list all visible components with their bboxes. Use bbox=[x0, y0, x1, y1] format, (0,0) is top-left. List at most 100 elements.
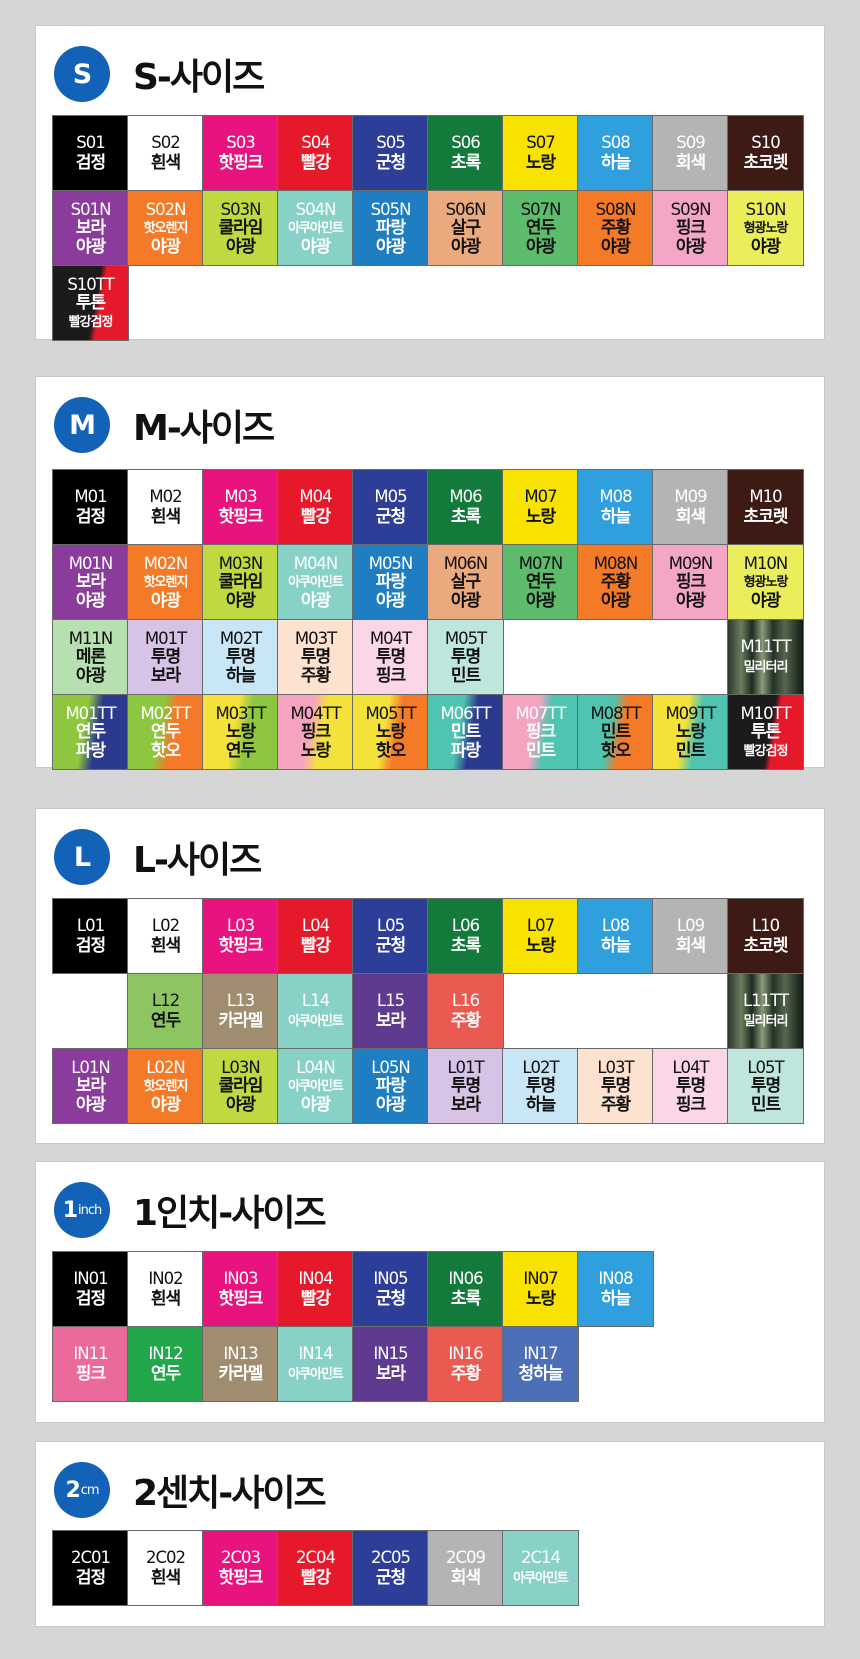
color-swatch[interactable]: IN04 빨강 bbox=[277, 1251, 354, 1327]
color-swatch[interactable]: L04N 아쿠아민트 야광 bbox=[277, 1048, 354, 1124]
color-swatch[interactable]: M03TT 노랑 연두 bbox=[202, 694, 279, 770]
color-swatch[interactable]: M07TT 핑크 민트 bbox=[502, 694, 579, 770]
color-swatch[interactable]: IN06 초록 bbox=[427, 1251, 504, 1327]
color-swatch[interactable]: S06 초록 bbox=[427, 115, 504, 191]
color-swatch[interactable]: L02 흰색 bbox=[127, 898, 204, 974]
color-swatch[interactable]: IN13 카라멜 bbox=[202, 1326, 279, 1402]
color-swatch[interactable]: M06 초록 bbox=[427, 469, 504, 545]
color-swatch[interactable]: M04T 투명 핑크 bbox=[352, 619, 429, 695]
color-swatch[interactable]: M04TT 핑크 노랑 bbox=[277, 694, 354, 770]
color-swatch[interactable]: M09 회색 bbox=[652, 469, 729, 545]
color-swatch[interactable]: M04N 아쿠아민트 야광 bbox=[277, 544, 354, 620]
color-swatch[interactable]: M03N 쿨라임 야광 bbox=[202, 544, 279, 620]
color-swatch[interactable]: S05 군청 bbox=[352, 115, 429, 191]
color-swatch[interactable]: M11TT 밀리터리 bbox=[727, 619, 804, 695]
color-swatch[interactable]: L11TT 밀리터리 bbox=[727, 973, 804, 1049]
color-swatch[interactable]: L04T 투명 핑크 bbox=[652, 1048, 729, 1124]
color-swatch[interactable]: IN15 보라 bbox=[352, 1326, 429, 1402]
color-swatch[interactable]: L06 초록 bbox=[427, 898, 504, 974]
color-swatch[interactable]: L01N 보라 야광 bbox=[52, 1048, 129, 1124]
color-swatch[interactable]: M01TT 연두 파랑 bbox=[52, 694, 129, 770]
color-swatch[interactable]: M04 빨강 bbox=[277, 469, 354, 545]
color-swatch[interactable]: IN03 핫핑크 bbox=[202, 1251, 279, 1327]
color-swatch[interactable]: L07 노랑 bbox=[502, 898, 579, 974]
color-swatch[interactable]: S05N 파랑 야광 bbox=[352, 190, 429, 266]
color-swatch[interactable]: L03T 투명 주황 bbox=[577, 1048, 654, 1124]
color-swatch[interactable]: L13 카라멜 bbox=[202, 973, 279, 1049]
color-swatch[interactable]: L03N 쿨라임 야광 bbox=[202, 1048, 279, 1124]
color-swatch[interactable]: 2C14 아쿠아민트 bbox=[502, 1530, 579, 1606]
color-swatch[interactable]: M08N 주황 야광 bbox=[577, 544, 654, 620]
color-swatch[interactable]: L05 군청 bbox=[352, 898, 429, 974]
color-swatch[interactable]: L16 주황 bbox=[427, 973, 504, 1049]
color-swatch[interactable]: L10 초코렛 bbox=[727, 898, 804, 974]
color-swatch[interactable]: M07 노랑 bbox=[502, 469, 579, 545]
color-swatch[interactable]: M09TT 노랑 민트 bbox=[652, 694, 729, 770]
color-swatch[interactable]: M05TT 노랑 핫오 bbox=[352, 694, 429, 770]
color-swatch[interactable]: M05T 투명 민트 bbox=[427, 619, 504, 695]
color-swatch[interactable]: L12 연두 bbox=[127, 973, 204, 1049]
color-swatch[interactable]: 2C02 흰색 bbox=[127, 1530, 204, 1606]
color-swatch[interactable]: 2C09 회색 bbox=[427, 1530, 504, 1606]
color-swatch[interactable]: S09 회색 bbox=[652, 115, 729, 191]
color-swatch[interactable]: IN07 노랑 bbox=[502, 1251, 579, 1327]
color-swatch[interactable]: S10 초코렛 bbox=[727, 115, 804, 191]
color-swatch[interactable]: L14 아쿠아민트 bbox=[277, 973, 354, 1049]
color-swatch[interactable]: M03 핫핑크 bbox=[202, 469, 279, 545]
color-swatch[interactable]: L05N 파랑 야광 bbox=[352, 1048, 429, 1124]
color-swatch[interactable]: S03 핫핑크 bbox=[202, 115, 279, 191]
color-swatch[interactable]: M07N 연두 야광 bbox=[502, 544, 579, 620]
color-swatch[interactable]: IN17 청하늘 bbox=[502, 1326, 579, 1402]
color-swatch[interactable]: 2C04 빨강 bbox=[277, 1530, 354, 1606]
color-swatch[interactable]: 2C03 핫핑크 bbox=[202, 1530, 279, 1606]
color-swatch[interactable]: S06N 살구 야광 bbox=[427, 190, 504, 266]
color-swatch[interactable]: S04 빨강 bbox=[277, 115, 354, 191]
color-swatch[interactable]: M05N 파랑 야광 bbox=[352, 544, 429, 620]
color-swatch[interactable]: S02 흰색 bbox=[127, 115, 204, 191]
color-swatch[interactable]: L05T 투명 민트 bbox=[727, 1048, 804, 1124]
color-swatch[interactable]: S08 하늘 bbox=[577, 115, 654, 191]
color-swatch[interactable]: IN14 아쿠아민트 bbox=[277, 1326, 354, 1402]
color-swatch[interactable]: M02 흰색 bbox=[127, 469, 204, 545]
color-swatch[interactable]: M10TT 투톤 빨강검정 bbox=[727, 694, 804, 770]
color-swatch[interactable]: M10 초코렛 bbox=[727, 469, 804, 545]
color-swatch[interactable]: M08TT 민트 핫오 bbox=[577, 694, 654, 770]
color-swatch[interactable]: IN02 흰색 bbox=[127, 1251, 204, 1327]
color-swatch[interactable]: M01T 투명 보라 bbox=[127, 619, 204, 695]
color-swatch[interactable]: M02N 핫오렌지 야광 bbox=[127, 544, 204, 620]
color-swatch[interactable]: M01N 보라 야광 bbox=[52, 544, 129, 620]
color-swatch[interactable]: S01N 보라 야광 bbox=[52, 190, 129, 266]
color-swatch[interactable]: IN11 핑크 bbox=[52, 1326, 129, 1402]
color-swatch[interactable]: L04 빨강 bbox=[277, 898, 354, 974]
color-swatch[interactable]: M02T 투명 하늘 bbox=[202, 619, 279, 695]
color-swatch[interactable]: L02T 투명 하늘 bbox=[502, 1048, 579, 1124]
color-swatch[interactable]: M05 군청 bbox=[352, 469, 429, 545]
color-swatch[interactable]: S03N 쿨라임 야광 bbox=[202, 190, 279, 266]
color-swatch[interactable]: S04N 아쿠아민트 야광 bbox=[277, 190, 354, 266]
color-swatch[interactable]: S09N 핑크 야광 bbox=[652, 190, 729, 266]
color-swatch[interactable]: IN08 하늘 bbox=[577, 1251, 654, 1327]
color-swatch[interactable]: 2C01 검정 bbox=[52, 1530, 129, 1606]
color-swatch[interactable]: S08N 주황 야광 bbox=[577, 190, 654, 266]
color-swatch[interactable]: S10N 형광노랑 야광 bbox=[727, 190, 804, 266]
color-swatch[interactable]: M06N 살구 야광 bbox=[427, 544, 504, 620]
color-swatch[interactable]: M01 검정 bbox=[52, 469, 129, 545]
color-swatch[interactable]: S01 검정 bbox=[52, 115, 129, 191]
color-swatch[interactable]: S02N 핫오렌지 야광 bbox=[127, 190, 204, 266]
color-swatch[interactable]: L01T 투명 보라 bbox=[427, 1048, 504, 1124]
color-swatch[interactable]: M02TT 연두 핫오 bbox=[127, 694, 204, 770]
color-swatch[interactable]: M10N 형광노랑 야광 bbox=[727, 544, 804, 620]
color-swatch[interactable]: 2C05 군청 bbox=[352, 1530, 429, 1606]
color-swatch[interactable]: L15 보라 bbox=[352, 973, 429, 1049]
color-swatch[interactable]: IN01 검정 bbox=[52, 1251, 129, 1327]
color-swatch[interactable]: L08 하늘 bbox=[577, 898, 654, 974]
color-swatch[interactable]: M09N 핑크 야광 bbox=[652, 544, 729, 620]
color-swatch[interactable]: L09 회색 bbox=[652, 898, 729, 974]
color-swatch[interactable]: M08 하늘 bbox=[577, 469, 654, 545]
color-swatch[interactable]: IN16 주황 bbox=[427, 1326, 504, 1402]
color-swatch[interactable]: S07 노랑 bbox=[502, 115, 579, 191]
color-swatch[interactable]: M11N 메론 야광 bbox=[52, 619, 129, 695]
color-swatch[interactable]: L01 검정 bbox=[52, 898, 129, 974]
color-swatch[interactable]: S07N 연두 야광 bbox=[502, 190, 579, 266]
color-swatch[interactable]: L02N 핫오렌지 야광 bbox=[127, 1048, 204, 1124]
